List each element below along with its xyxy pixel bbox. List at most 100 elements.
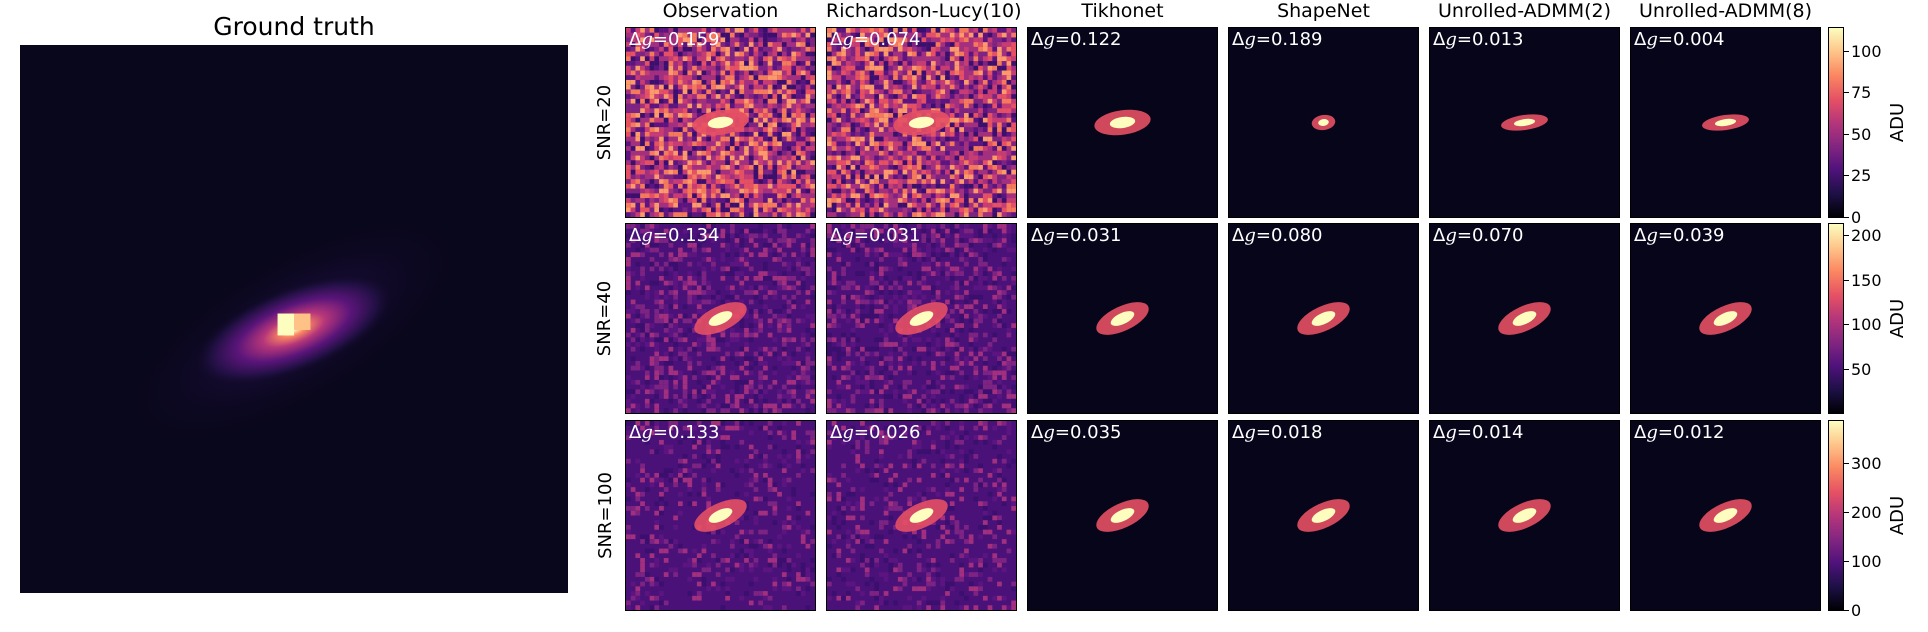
column-title-tikhonet: Tikhonet <box>1081 0 1164 22</box>
colorbar-tick: 75 <box>1843 83 1872 103</box>
panel-shapenet-snr-100: Δg=0.018 <box>1228 420 1419 611</box>
panel-unrolled-admm-2-snr-40: Δg=0.070 <box>1429 223 1620 414</box>
panel-observation-snr-20: Δg=0.159 <box>625 27 816 218</box>
panel-shapenet-snr-20: Δg=0.189 <box>1228 27 1419 218</box>
colorbar-tick: 200 <box>1844 503 1882 523</box>
panel-image <box>1631 28 1820 217</box>
row-label-snr-100: SNR=100 <box>594 472 616 559</box>
panel-image <box>827 421 1016 610</box>
delta-g-label: Δg=0.134 <box>629 225 720 246</box>
colorbar-tick: 50 <box>1843 359 1872 379</box>
delta-g-value: 0.039 <box>1672 225 1725 246</box>
colorbar-tick: 0 <box>1843 208 1862 227</box>
colorbar-label-snr-40: ADU <box>1887 298 1909 339</box>
panel-richardson-lucy-snr-40: Δg=0.031 <box>826 223 1017 414</box>
colorbar-tick: 50 <box>1843 124 1872 144</box>
delta-g-label: Δg=0.074 <box>830 29 921 50</box>
delta-g-value: 0.035 <box>1069 422 1122 443</box>
colorbar-tick: 100 <box>1844 315 1882 335</box>
delta-g-value: 0.018 <box>1270 422 1323 443</box>
delta-g-label: Δg=0.159 <box>629 29 720 50</box>
colorbar-snr-100 <box>1828 420 1844 611</box>
delta-g-value: 0.189 <box>1270 29 1323 50</box>
colorbar-label-snr-20: ADU <box>1887 102 1909 143</box>
delta-g-label: Δg=0.070 <box>1433 225 1524 246</box>
row-label-snr-40: SNR=40 <box>594 280 616 357</box>
panel-unrolled-admm-8-snr-20: Δg=0.004 <box>1630 27 1821 218</box>
panel-image <box>1430 28 1619 217</box>
delta-g-value: 0.014 <box>1471 422 1524 443</box>
panel-image <box>827 224 1016 413</box>
panel-unrolled-admm-2-snr-100: Δg=0.014 <box>1429 420 1620 611</box>
column-title-unrolled-admm-8: Unrolled-ADMM(8) <box>1638 0 1813 22</box>
panel-image <box>1229 28 1418 217</box>
delta-g-label: Δg=0.031 <box>830 225 921 246</box>
panel-image <box>827 28 1016 217</box>
delta-g-label: Δg=0.014 <box>1433 422 1524 443</box>
panel-image <box>1028 28 1217 217</box>
ground-truth-image <box>20 45 568 593</box>
colorbar-tick: 0 <box>1843 601 1862 620</box>
colorbar-snr-40 <box>1828 223 1844 414</box>
delta-g-label: Δg=0.189 <box>1232 29 1323 50</box>
panel-unrolled-admm-8-snr-100: Δg=0.012 <box>1630 420 1821 611</box>
delta-g-value: 0.013 <box>1471 29 1524 50</box>
delta-g-value: 0.134 <box>667 225 720 246</box>
delta-g-value: 0.080 <box>1270 225 1323 246</box>
column-title-unrolled-admm-2: Unrolled-ADMM(2) <box>1437 0 1612 22</box>
panel-richardson-lucy-snr-100: Δg=0.026 <box>826 420 1017 611</box>
delta-g-label: Δg=0.031 <box>1031 225 1122 246</box>
delta-g-label: Δg=0.004 <box>1634 29 1725 50</box>
delta-g-value: 0.159 <box>667 29 720 50</box>
panel-image <box>1631 421 1820 610</box>
delta-g-value: 0.031 <box>1069 225 1122 246</box>
column-title-shapenet: ShapeNet <box>1277 0 1370 22</box>
colorbar-tick: 300 <box>1844 454 1882 474</box>
column-title-observation: Observation <box>662 0 779 22</box>
delta-g-label: Δg=0.026 <box>830 422 921 443</box>
delta-g-value: 0.074 <box>868 29 921 50</box>
colorbar-tick: 100 <box>1844 552 1882 572</box>
panel-tikhonet-snr-40: Δg=0.031 <box>1027 223 1218 414</box>
colorbar-tick: 25 <box>1843 166 1872 186</box>
panel-observation-snr-40: Δg=0.134 <box>625 223 816 414</box>
panel-unrolled-admm-2-snr-20: Δg=0.013 <box>1429 27 1620 218</box>
panel-image <box>626 421 815 610</box>
ground-truth-title: Ground truth <box>213 12 375 41</box>
delta-g-value: 0.122 <box>1069 29 1122 50</box>
panel-image <box>1229 224 1418 413</box>
delta-g-value: 0.026 <box>868 422 921 443</box>
delta-g-label: Δg=0.080 <box>1232 225 1323 246</box>
colorbar-tick: 150 <box>1844 270 1882 290</box>
panel-tikhonet-snr-20: Δg=0.122 <box>1027 27 1218 218</box>
colorbar-snr-20 <box>1828 27 1844 218</box>
delta-g-value: 0.070 <box>1471 225 1524 246</box>
panel-unrolled-admm-8-snr-40: Δg=0.039 <box>1630 223 1821 414</box>
column-title-richardson-lucy: Richardson-Lucy(10) <box>826 0 1022 22</box>
panel-image <box>626 224 815 413</box>
panel-richardson-lucy-snr-20: Δg=0.074 <box>826 27 1017 218</box>
delta-g-label: Δg=0.035 <box>1031 422 1122 443</box>
panel-shapenet-snr-40: Δg=0.080 <box>1228 223 1419 414</box>
delta-g-label: Δg=0.012 <box>1634 422 1725 443</box>
delta-g-label: Δg=0.013 <box>1433 29 1524 50</box>
delta-g-value: 0.031 <box>868 225 921 246</box>
colorbar-tick: 100 <box>1844 41 1882 61</box>
panel-image <box>1430 224 1619 413</box>
delta-g-label: Δg=0.039 <box>1634 225 1725 246</box>
panel-image <box>1028 421 1217 610</box>
panel-tikhonet-snr-100: Δg=0.035 <box>1027 420 1218 611</box>
panel-image <box>626 28 815 217</box>
panel-image <box>1229 421 1418 610</box>
delta-g-value: 0.004 <box>1672 29 1725 50</box>
row-label-snr-20: SNR=20 <box>594 84 616 161</box>
panel-image <box>1631 224 1820 413</box>
delta-g-value: 0.012 <box>1672 422 1725 443</box>
colorbar-tick: 200 <box>1844 226 1882 246</box>
delta-g-label: Δg=0.018 <box>1232 422 1323 443</box>
delta-g-value: 0.133 <box>667 422 720 443</box>
delta-g-label: Δg=0.133 <box>629 422 720 443</box>
colorbar-label-snr-100: ADU <box>1887 495 1909 536</box>
panel-image <box>1028 224 1217 413</box>
delta-g-label: Δg=0.122 <box>1031 29 1122 50</box>
